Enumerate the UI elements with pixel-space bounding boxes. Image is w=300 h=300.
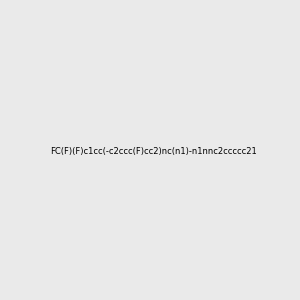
Text: FC(F)(F)c1cc(-c2ccc(F)cc2)nc(n1)-n1nnc2ccccc21: FC(F)(F)c1cc(-c2ccc(F)cc2)nc(n1)-n1nnc2c… — [50, 147, 257, 156]
